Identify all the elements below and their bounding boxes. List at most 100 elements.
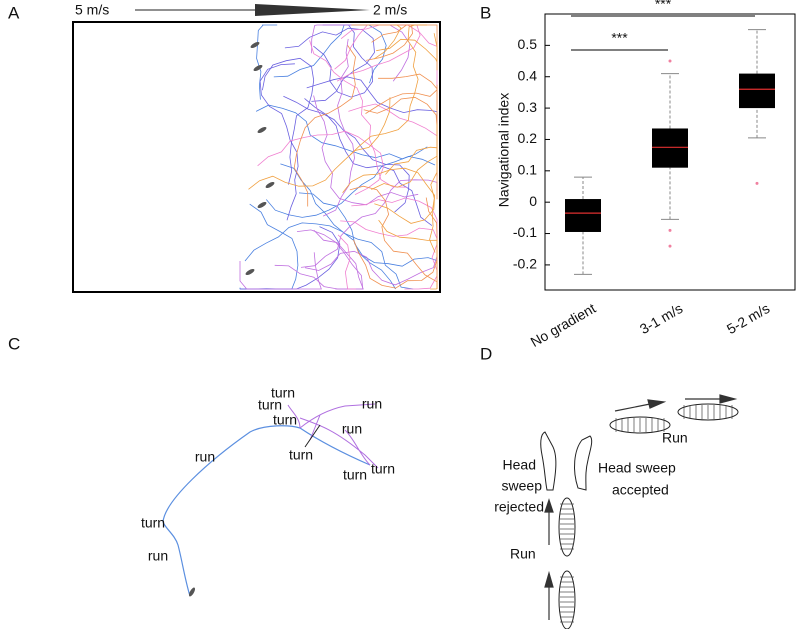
trajectory [342, 167, 436, 224]
pointer [304, 424, 321, 448]
outlier [668, 228, 672, 232]
trajectory [296, 229, 364, 290]
panel-letter: B [480, 3, 491, 22]
trajectory [309, 40, 407, 188]
y-tick-label: 0.5 [518, 36, 538, 52]
trajectory-label: turn [271, 385, 295, 401]
trajectory [351, 24, 402, 60]
larva-icon [250, 41, 260, 49]
y-tick-label: 0.2 [518, 130, 538, 146]
trajectory-label: run [362, 396, 382, 412]
panel-letter: C [8, 334, 20, 353]
box [739, 73, 775, 109]
trajectory [262, 57, 315, 185]
box [652, 128, 688, 168]
direction-arrows [544, 394, 738, 620]
y-tick-label: 0.3 [518, 99, 538, 115]
trajectory [300, 179, 438, 268]
y-axis-label: Navigational index [496, 93, 512, 207]
x-tick-label: No gradient [528, 300, 599, 350]
y-tick-label: 0 [529, 193, 537, 209]
y-tick-label: -0.2 [513, 256, 537, 272]
trajectory [353, 197, 438, 289]
trajectory [257, 130, 384, 195]
state-label: accepted [612, 482, 669, 498]
trajectory [239, 203, 299, 290]
trajectory [274, 229, 364, 290]
trajectory [284, 27, 375, 102]
trajectory [378, 219, 438, 290]
panel-letter: A [8, 3, 20, 22]
larva-segments [560, 405, 733, 623]
trajectory [349, 185, 438, 289]
trajectory [349, 24, 427, 156]
trajectory [376, 33, 438, 71]
trajectory [256, 24, 278, 100]
trajectory-label: turn [343, 467, 367, 483]
trajectory [371, 24, 438, 61]
larva-icon [253, 64, 263, 72]
trajectory-label: turn [258, 397, 282, 413]
state-label: Run [510, 546, 536, 562]
trajectories [239, 24, 438, 290]
y-tick-label: -0.1 [513, 224, 537, 240]
larva-icon [257, 126, 267, 134]
trajectory [304, 229, 438, 286]
trajectory [306, 76, 438, 126]
y-tick-label: 0.4 [518, 67, 538, 83]
trajectory [322, 38, 355, 217]
x-tick-label: 3-1 m/s [637, 300, 685, 337]
larva-icon [265, 181, 275, 189]
trajectory [162, 425, 371, 597]
trajectory [340, 220, 438, 290]
trajectory-label: turn [141, 515, 165, 531]
box [565, 199, 601, 232]
plot-frame [544, 13, 796, 291]
trajectory-label: run [342, 421, 362, 437]
outlier [668, 59, 672, 63]
larva-icon [188, 587, 196, 597]
panel-letter: D [480, 344, 492, 363]
state-label: Run [662, 430, 688, 446]
trajectory [283, 95, 410, 213]
y-tick-label: 0.1 [518, 162, 538, 178]
trajectory [311, 24, 411, 82]
speed-label: 5 m/s [75, 2, 109, 18]
outlier [755, 181, 759, 185]
trajectory [313, 24, 374, 98]
trajectory [287, 403, 379, 469]
gradient-arrow [255, 4, 370, 16]
trajectory [255, 104, 428, 160]
state-label: sweep [502, 478, 543, 494]
trajectory [336, 24, 421, 82]
state-label: Head sweep [598, 460, 676, 476]
outlier [668, 244, 672, 248]
trajectory [378, 73, 438, 111]
trajectory-label: turn [289, 447, 313, 463]
trajectory [337, 234, 356, 290]
trajectory [259, 63, 299, 221]
trajectory [304, 98, 433, 226]
trajectory [293, 45, 356, 207]
trajectory-label: run [148, 548, 168, 564]
trajectory [280, 163, 414, 290]
significance-label: *** [655, 0, 672, 12]
trajectory [265, 155, 436, 218]
larva-icon [257, 201, 267, 209]
trajectory [239, 252, 322, 290]
trajectory [313, 95, 419, 206]
trajectory-label: turn [371, 461, 395, 477]
trajectory [248, 97, 391, 190]
arena [72, 21, 441, 293]
x-tick-label: 5-2 m/s [724, 300, 772, 337]
box-plot: -0.2 -0.1 0 0.1 0.2 0.3 0.4 0.5 No gradient 3-1 m… [513, 0, 775, 350]
trajectory [371, 123, 438, 190]
trajectory-label: run [195, 449, 215, 465]
state-label: rejected [494, 499, 544, 515]
trajectory [244, 222, 396, 290]
trajectory-label: turn [273, 412, 297, 428]
state-label: Head [503, 457, 536, 473]
larvae [540, 403, 739, 630]
